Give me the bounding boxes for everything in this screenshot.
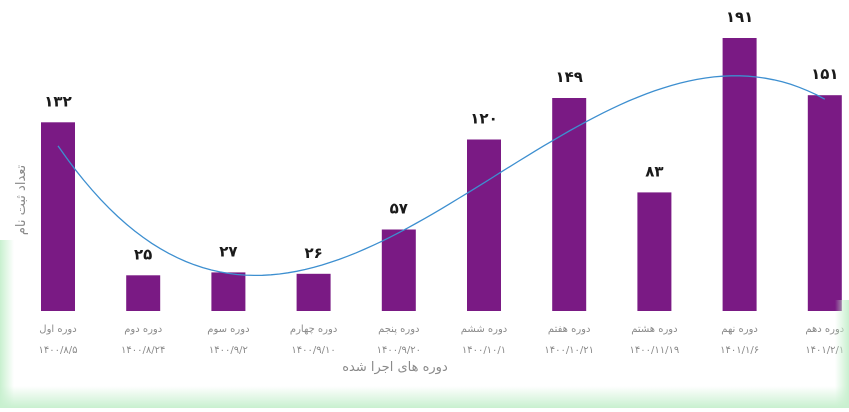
x-axis-title: دوره های اجرا شده (342, 360, 448, 375)
bars-layer (41, 38, 842, 311)
category-date-5: ۱۴۰۰/۹/۲۰ (377, 345, 421, 356)
bar-value-label-5: ۵۷ (390, 200, 408, 218)
bar-2 (126, 275, 161, 311)
category-date-8: ۱۴۰۰/۱۱/۱۹ (630, 345, 680, 356)
bar-value-label-1: ۱۳۲ (44, 92, 71, 110)
decorative-edge-left (0, 240, 14, 408)
y-axis-title: تعداد ثبت نام (14, 164, 29, 235)
bar-3 (211, 272, 246, 311)
category-label-8: دوره هشتم (631, 324, 677, 335)
category-label-2: دوره دوم (124, 324, 162, 335)
bar-8 (637, 192, 672, 311)
decorative-edge-right (835, 300, 849, 408)
labels-layer: ۱۳۲ دوره اول ۱۴۰۰/۸/۵ ۲۵ دوره دوم ۱۴۰۰/۸/۲۴ ۲۷… (39, 8, 845, 356)
category-label-3: دوره سوم (207, 324, 249, 335)
trendline-layer (57, 75, 826, 277)
category-date-9: ۱۴۰۱/۱/۶ (720, 345, 759, 356)
category-date-4: ۱۴۰۰/۹/۱۰ (291, 345, 335, 356)
bar-value-label-4: ۲۶ (304, 244, 322, 262)
bar-1 (41, 122, 75, 311)
category-date-2: ۱۴۰۰/۸/۲۴ (121, 345, 165, 356)
bar-value-label-9: ۱۹۱ (726, 8, 753, 26)
bar-value-label-10: ۱۵۱ (811, 65, 838, 83)
category-label-1: دوره اول (39, 324, 76, 335)
category-label-10: دوره دهم (805, 324, 844, 335)
bar-value-label-2: ۲۵ (134, 245, 152, 263)
category-label-9: دوره نهم (721, 324, 758, 335)
decorative-edge-bottom (0, 386, 849, 408)
category-label-5: دوره پنجم (378, 324, 419, 335)
category-date-7: ۱۴۰۰/۱۰/۲۱ (544, 345, 594, 356)
bar-6 (467, 139, 501, 311)
category-label-6: دوره ششم (461, 324, 507, 335)
bar-7 (552, 98, 587, 311)
category-label-4: دوره چهارم (290, 324, 337, 335)
category-date-1: ۱۴۰۰/۸/۵ (39, 345, 78, 356)
bar-5 (381, 229, 416, 311)
bar-10 (807, 95, 842, 311)
category-date-6: ۱۴۰۰/۱۰/۱ (462, 345, 506, 356)
bar-value-label-6: ۱۲۰ (470, 110, 497, 128)
bar-4 (296, 273, 331, 311)
bar-9 (722, 38, 757, 311)
trendline (57, 75, 826, 277)
category-date-3: ۱۴۰۰/۹/۲ (209, 345, 248, 356)
category-label-7: دوره هفتم (548, 324, 591, 335)
bar-value-label-8: ۸۳ (645, 162, 663, 180)
bar-value-label-3: ۲۷ (219, 242, 237, 260)
category-date-10: ۱۴۰۱/۲/۱ (805, 345, 844, 356)
bar-value-label-7: ۱۴۹ (555, 68, 582, 86)
